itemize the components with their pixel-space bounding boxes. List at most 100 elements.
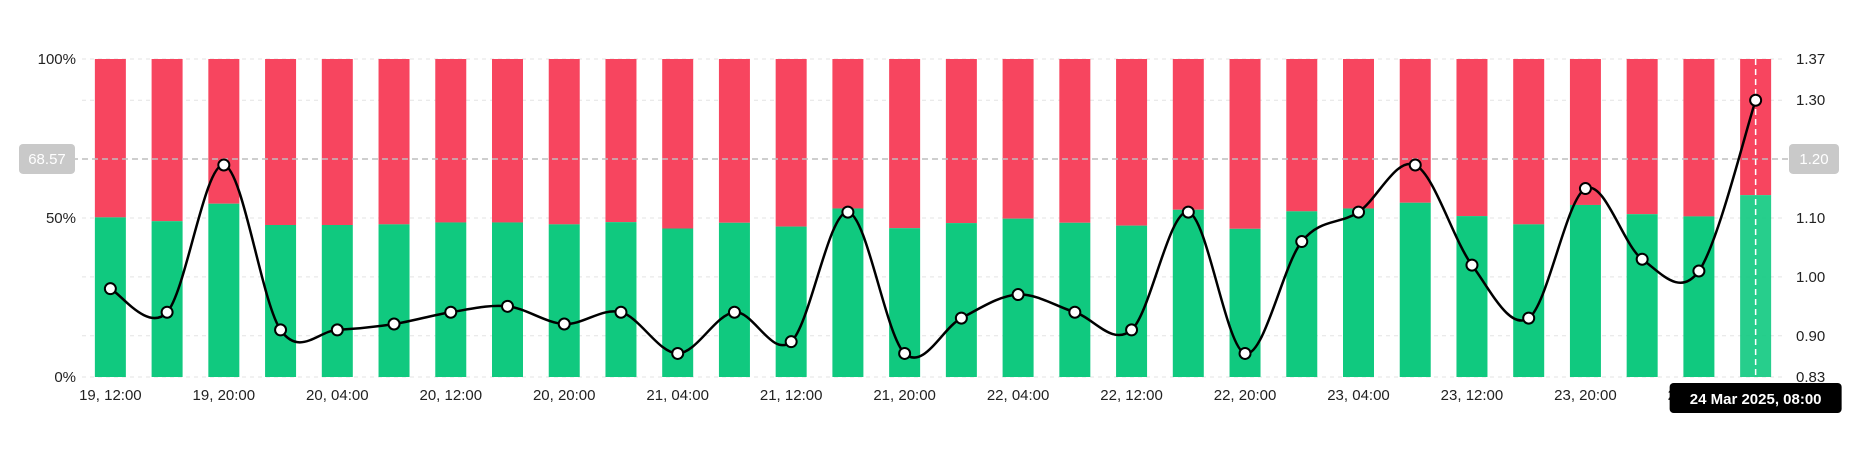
bar-red (1626, 59, 1658, 215)
bar-red (1229, 59, 1261, 229)
bar-red (662, 59, 694, 229)
bar-green (435, 222, 467, 377)
line-point (160, 305, 174, 319)
crosshair-left-label-text: 68.57 (28, 151, 66, 168)
right-tick-label: 1.30 (1796, 92, 1825, 109)
bar-red (889, 59, 921, 229)
x-tick-label: 23, 20:00 (1554, 387, 1617, 404)
bar-green (1116, 225, 1148, 377)
axis-layer: 0% 50% 100% 0.83 0.90 1.00 1.10 1.20 1.30 1.37 19,… (38, 51, 1826, 404)
x-tick-label: 22, 20:00 (1214, 387, 1277, 404)
crosshair-right-label-box (1789, 143, 1839, 174)
bar-red (435, 59, 467, 223)
bar-red (605, 59, 637, 223)
right-tick-label: 1.00 (1796, 269, 1825, 286)
right-tick-label: 0.90 (1796, 328, 1825, 345)
right-tick-label: 1.10 (1796, 210, 1825, 227)
bar-red (832, 59, 864, 209)
x-tick-label: 22, 04:00 (987, 387, 1050, 404)
bar-green (265, 224, 297, 377)
left-tick-label: 50% (46, 210, 76, 227)
x-tick-label: 20, 20:00 (533, 387, 596, 404)
line-point (1465, 258, 1479, 272)
bar-green (1059, 222, 1091, 377)
line-point (1352, 205, 1365, 219)
bar-green (1172, 209, 1204, 377)
line-point (444, 305, 458, 319)
bar-red (1172, 59, 1204, 210)
line-point (954, 311, 968, 325)
line-point (1125, 323, 1139, 337)
crosshair-right-label-text: 1.20 (1799, 151, 1828, 168)
crosshair-left-label-box (19, 143, 75, 174)
bar-red (1456, 59, 1488, 217)
crosshair-x-label: 24 Mar 2025, 08:00 (1669, 383, 1842, 413)
bar-red (718, 59, 750, 223)
bar-green (945, 223, 977, 377)
bar-green (1343, 208, 1374, 377)
line-point (1068, 305, 1082, 319)
bar-green (492, 222, 523, 377)
right-tick-label: 0.83 (1796, 369, 1825, 386)
line-point (274, 323, 288, 337)
x-tick-label: 19, 12:00 (79, 387, 142, 404)
line-point (614, 305, 628, 319)
bar-red (1002, 59, 1034, 219)
line-point (217, 158, 231, 172)
line-point (1011, 288, 1025, 302)
line-point (1749, 93, 1763, 107)
crosshair-x-label-box (1669, 383, 1842, 413)
line-point (671, 346, 685, 360)
line-point (1635, 252, 1649, 266)
bar-red (1343, 59, 1374, 209)
bar-green (1626, 214, 1658, 377)
line-point (727, 305, 741, 319)
line-point (1181, 205, 1195, 219)
x-tick-label: 22, 12:00 (1100, 387, 1163, 404)
bar-red (492, 59, 523, 223)
left-tick-label: 0% (54, 369, 76, 386)
crosshair-left-label: 68.57 (19, 143, 75, 174)
line-point (1408, 158, 1422, 172)
line-point (501, 299, 514, 313)
bar-red (1116, 59, 1148, 226)
bar-red (1399, 59, 1431, 203)
label-layer: 68.57 1.20 24 Mar 2025, 08:00 (19, 143, 1842, 413)
bar-green (605, 222, 637, 377)
bar-red (945, 59, 977, 224)
bar-green (548, 224, 580, 377)
grid-layer (82, 58, 1784, 378)
crosshair-right-label: 1.20 (1789, 143, 1839, 174)
line-point (1295, 235, 1309, 249)
bar-red (378, 59, 410, 225)
bar-red (94, 59, 126, 218)
x-tick-label: 21, 20:00 (873, 387, 936, 404)
line-layer (103, 93, 1763, 360)
bar-red (548, 59, 580, 225)
bar-green (1683, 216, 1715, 377)
right-tick-label: 1.37 (1796, 51, 1825, 68)
line-point (103, 282, 117, 296)
bar-red (775, 59, 807, 227)
line-point (557, 317, 571, 331)
bar-green (378, 224, 410, 377)
bar-red (1286, 59, 1318, 212)
bar-red (321, 59, 353, 225)
x-tick-label: 21, 04:00 (646, 387, 709, 404)
bar-green (151, 221, 183, 377)
bar-green (718, 222, 750, 377)
bar-green (1399, 202, 1431, 377)
line-point (784, 335, 798, 349)
bar-red (151, 59, 183, 222)
line-point (841, 205, 855, 219)
x-tick-label: 23, 12:00 (1441, 387, 1504, 404)
bar-green (775, 226, 807, 377)
line-point (898, 346, 912, 360)
bar-green (832, 208, 864, 377)
bar-red (1513, 59, 1545, 225)
line-point (1692, 264, 1706, 278)
x-tick-label: 21, 12:00 (760, 387, 823, 404)
x-tick-label: 20, 04:00 (306, 387, 369, 404)
